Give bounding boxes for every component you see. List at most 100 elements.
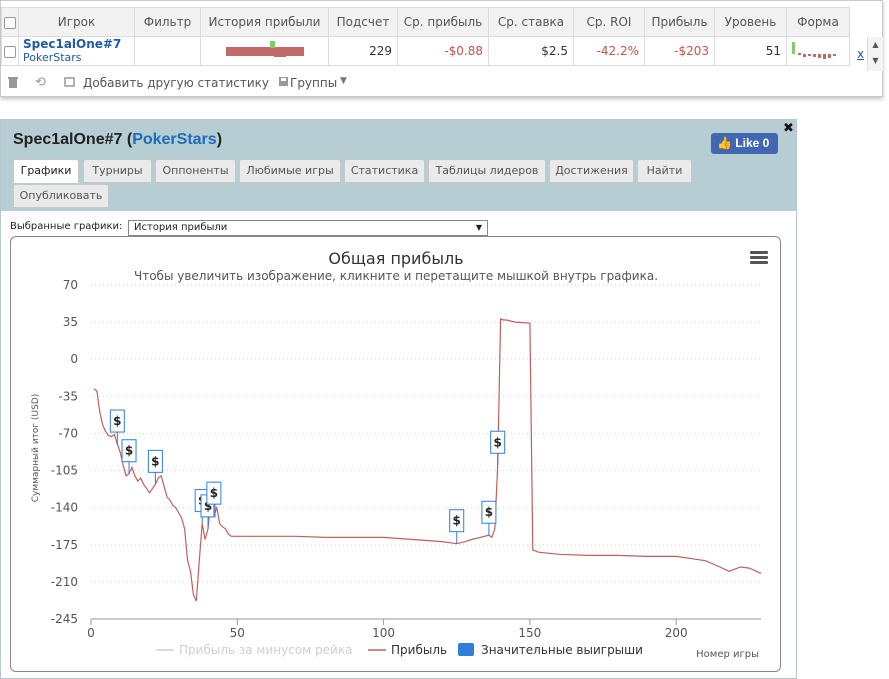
y-tick-label: 35 xyxy=(63,315,78,329)
scroll-down-icon[interactable]: ▼ xyxy=(872,56,879,65)
x-tick-label: 100 xyxy=(372,626,395,640)
row-select-cell[interactable] xyxy=(1,36,19,66)
chart-selector-label: Выбранные графики: xyxy=(10,221,123,232)
vertical-scrollbar[interactable]: ▲ ▼ xyxy=(867,37,883,71)
tab-statistics[interactable]: Статистика xyxy=(344,159,425,183)
dialog-title: Spec1alOne#7 (PokerStars) xyxy=(13,131,223,148)
profit-cell: -$203 xyxy=(644,36,715,66)
player-cell[interactable]: Spec1alOne#7 PokerStars xyxy=(18,36,135,66)
facebook-like-button[interactable]: 👍 Like 0 xyxy=(711,133,778,154)
big-win-flag xyxy=(481,500,497,524)
profit-history-sparkline xyxy=(225,40,304,57)
tab-charts[interactable]: Графики xyxy=(13,159,79,183)
y-tick-label: -210 xyxy=(51,575,78,589)
select-all-cell[interactable] xyxy=(1,7,19,37)
big-win-flag xyxy=(147,449,163,473)
legend-bigwins-symbol[interactable] xyxy=(458,643,474,656)
x-tick-label: 200 xyxy=(665,626,688,640)
tab-favorite-games[interactable]: Любимые игры xyxy=(239,159,341,183)
form-cell xyxy=(786,36,850,66)
avg-profit-cell: -$0.88 xyxy=(397,36,489,66)
tab-tournaments[interactable]: Турниры xyxy=(83,159,152,183)
y-tick-label: 70 xyxy=(63,278,78,292)
add-stat-icon[interactable] xyxy=(64,76,76,91)
player-site-link[interactable]: PokerStars xyxy=(23,51,82,64)
avg-roi-cell: -42.2% xyxy=(573,36,645,66)
col-avg-profit[interactable]: Ср. прибыль xyxy=(397,7,489,37)
y-tick-label: -245 xyxy=(51,612,78,626)
big-win-flag-label: $ xyxy=(494,435,502,449)
dialog-player-name: Spec1alOne#7 xyxy=(13,131,123,148)
big-win-flag-label: $ xyxy=(204,499,212,513)
big-win-flag xyxy=(206,481,222,505)
big-win-flag-label: $ xyxy=(151,454,159,468)
level-cell: 51 xyxy=(714,36,787,66)
select-arrow-icon: ▼ xyxy=(475,223,482,232)
chart-title: Общая прибыль xyxy=(328,249,463,268)
y-tick-label: 0 xyxy=(70,352,78,366)
y-tick-label: -140 xyxy=(51,501,78,515)
big-win-flag xyxy=(121,439,137,463)
chart-menu-icon[interactable] xyxy=(750,251,768,265)
big-win-flag xyxy=(490,430,506,454)
col-profit[interactable]: Прибыль xyxy=(644,7,715,37)
col-avg-roi[interactable]: Ср. ROI xyxy=(573,7,645,37)
add-stat-link[interactable]: Добавить другую статистику xyxy=(83,76,270,90)
col-player[interactable]: Игрок xyxy=(18,7,135,37)
scroll-up-icon[interactable]: ▲ xyxy=(872,40,879,49)
stats-toolbar: ⟲ Добавить другую статистику Группы ▼ xyxy=(1,73,881,95)
x-axis-label: Номер игры xyxy=(696,649,759,660)
chart-select[interactable]: История прибыли ▼ xyxy=(128,220,488,236)
legend-profit-label[interactable]: Прибыль xyxy=(391,643,447,657)
col-form[interactable]: Форма xyxy=(786,7,850,37)
profit-chart[interactable]: Общая прибыль Чтобы увеличить изображени… xyxy=(11,237,781,672)
groups-dropdown[interactable]: Группы xyxy=(290,76,338,90)
x-tick-label: 50 xyxy=(230,626,245,640)
player-name-link[interactable]: Spec1alOne#7 xyxy=(23,37,122,51)
chart-subtitle: Чтобы увеличить изображение, кликните и … xyxy=(134,269,658,283)
col-count[interactable]: Подсчет xyxy=(328,7,398,37)
big-win-flag-label: $ xyxy=(453,514,461,528)
big-win-flag xyxy=(109,409,125,433)
y-tick-label: -70 xyxy=(58,426,78,440)
refresh-icon[interactable]: ⟲ xyxy=(35,75,46,90)
x-tick-label: 0 xyxy=(87,626,95,640)
y-tick-label: -105 xyxy=(51,464,78,478)
select-all-checkbox[interactable] xyxy=(4,16,16,29)
x-tick-label: 150 xyxy=(518,626,541,640)
stats-header-row: Игрок Фильтр История прибыли Подсчет Ср.… xyxy=(1,7,850,37)
close-icon[interactable]: ✖ xyxy=(783,121,794,136)
stats-table: Игрок Фильтр История прибыли Подсчет Ср.… xyxy=(1,7,850,66)
col-profit-history[interactable]: История прибыли xyxy=(200,7,329,37)
chart-container[interactable]: Общая прибыль Чтобы увеличить изображени… xyxy=(10,236,781,672)
table-row: Spec1alOne#7 PokerStars 229 -$0.88 $2.5 … xyxy=(1,36,850,66)
remove-row-link[interactable]: x xyxy=(857,47,865,61)
trash-icon[interactable] xyxy=(7,76,19,92)
chevron-down-icon[interactable]: ▼ xyxy=(340,76,347,86)
row-checkbox[interactable] xyxy=(4,45,16,58)
col-level[interactable]: Уровень xyxy=(714,7,787,37)
tab-leaderboards[interactable]: Таблицы лидеров xyxy=(428,159,546,183)
thumbs-up-icon: 👍 xyxy=(717,136,732,150)
tab-find[interactable]: Найти xyxy=(637,159,692,183)
filter-cell[interactable] xyxy=(134,36,201,66)
tab-opponents[interactable]: Оппоненты xyxy=(155,159,236,183)
legend-bigwins-label[interactable]: Значительные выигрыши xyxy=(481,643,643,657)
form-sparkline xyxy=(792,41,836,59)
profit-history-cell[interactable] xyxy=(200,36,329,66)
tab-achievements[interactable]: Достижения xyxy=(549,159,634,183)
tab-publish[interactable]: Опубликовать xyxy=(13,184,109,208)
legend-rake-label[interactable]: Прибыль за минусом рейка xyxy=(179,643,352,657)
col-avg-stake[interactable]: Ср. ставка xyxy=(488,7,574,37)
stats-panel: Игрок Фильтр История прибыли Подсчет Ср.… xyxy=(0,0,883,97)
y-tick-label: -35 xyxy=(58,389,78,403)
series-line-profit xyxy=(93,318,762,602)
groups-icon[interactable] xyxy=(278,76,289,90)
like-label: Like 0 xyxy=(735,136,770,150)
col-filter[interactable]: Фильтр xyxy=(134,7,201,37)
big-win-flag-label: $ xyxy=(113,414,121,428)
big-win-flag-label: $ xyxy=(485,505,493,519)
dialog-site-link[interactable]: PokerStars xyxy=(132,131,217,148)
avg-stake-cell: $2.5 xyxy=(488,36,574,66)
y-axis-label: Суммарный итог (USD) xyxy=(31,394,41,503)
